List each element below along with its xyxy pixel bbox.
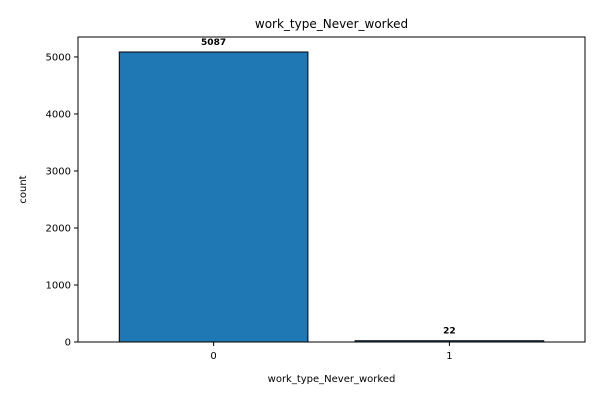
x-tick-label: 0: [210, 351, 216, 362]
y-axis-label: count: [18, 175, 29, 203]
y-tick-label: 2000: [46, 223, 71, 234]
y-tick-label: 1000: [46, 280, 71, 291]
x-axis-label: work_type_Never_worked: [268, 374, 396, 385]
y-axis: 0 1000 2000 3000 4000 5000: [46, 52, 78, 349]
y-tick-label: 3000: [46, 166, 71, 177]
y-tick-label: 0: [65, 338, 71, 349]
x-tick-label: 1: [446, 351, 452, 362]
y-tick-label: 5000: [46, 52, 71, 63]
bars-group: [118, 51, 545, 343]
y-tick-label: 4000: [46, 109, 71, 120]
data-labels-group: 5087 22: [201, 38, 456, 337]
chart-title: work_type_Never_worked: [255, 17, 408, 31]
data-label-1: 22: [443, 327, 456, 337]
data-label-0: 5087: [201, 38, 226, 48]
bar-0: [118, 51, 309, 343]
plot-frame: [77, 36, 586, 343]
